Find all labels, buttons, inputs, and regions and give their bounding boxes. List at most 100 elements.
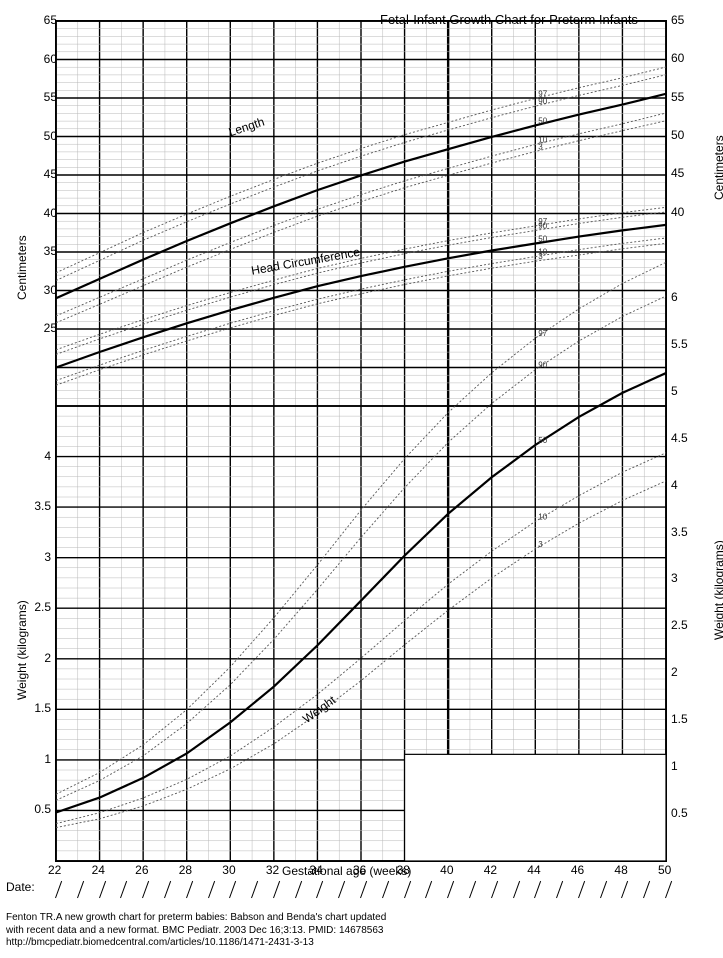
right-tick: 40	[671, 205, 684, 219]
svg-text:97: 97	[538, 217, 547, 226]
plot-area: 310509097Length310509097Head Circumferen…	[55, 20, 667, 862]
left-tick: 30	[27, 283, 57, 297]
x-tick: 40	[440, 863, 453, 877]
date-tick	[55, 881, 62, 898]
svg-text:10: 10	[538, 136, 547, 145]
growth-chart-page: Fetal-Infant Growth Chart for Preterm In…	[0, 0, 723, 958]
date-tick	[621, 881, 628, 898]
svg-text:90: 90	[538, 361, 547, 370]
right-tick: 5	[671, 384, 678, 398]
citation: Fenton TR.A new growth chart for preterm…	[6, 912, 386, 950]
svg-text:50: 50	[538, 436, 547, 445]
x-tick: 34	[309, 863, 322, 877]
date-tick	[316, 881, 323, 898]
left-tick: 1.5	[25, 701, 51, 715]
svg-text:97: 97	[538, 90, 547, 99]
citation-line2: with recent data and a new format. BMC P…	[6, 925, 386, 938]
right-tick: 45	[671, 166, 684, 180]
left-tick: 55	[27, 90, 57, 104]
right-tick: 2	[671, 665, 678, 679]
date-tick	[251, 881, 258, 898]
date-tick	[643, 881, 650, 898]
date-tick	[447, 881, 454, 898]
date-tick	[491, 881, 498, 898]
date-tick	[425, 881, 432, 898]
right-tick: 0.5	[671, 806, 688, 820]
right-tick: 3	[671, 571, 678, 585]
svg-text:10: 10	[538, 248, 547, 257]
right-tick: 5.5	[671, 337, 688, 351]
x-tick: 36	[353, 863, 366, 877]
x-tick: 22	[48, 863, 61, 877]
right-axis-label-kg: Weight (kilograms)	[712, 540, 723, 640]
left-tick: 1	[25, 752, 51, 766]
right-tick: 2.5	[671, 618, 688, 632]
date-tick	[164, 881, 171, 898]
date-tick	[404, 881, 411, 898]
left-tick: 3.5	[25, 499, 51, 513]
left-tick: 0.5	[25, 802, 51, 816]
svg-text:97: 97	[538, 329, 547, 338]
date-tick	[600, 881, 607, 898]
date-tick	[556, 881, 563, 898]
left-tick: 25	[27, 321, 57, 335]
date-tick	[513, 881, 520, 898]
left-tick: 35	[27, 244, 57, 258]
left-tick: 45	[27, 167, 57, 181]
x-tick: 46	[571, 863, 584, 877]
svg-text:50: 50	[538, 116, 547, 125]
right-tick: 65	[671, 13, 684, 27]
x-tick: 32	[266, 863, 279, 877]
right-tick: 1.5	[671, 712, 688, 726]
date-tick	[208, 881, 215, 898]
right-tick: 60	[671, 51, 684, 65]
left-tick: 50	[27, 129, 57, 143]
svg-text:10: 10	[538, 512, 547, 521]
date-tick	[665, 881, 672, 898]
right-tick: 3.5	[671, 525, 688, 539]
right-axis-label-cm: Centimeters	[712, 135, 723, 200]
svg-text:Length: Length	[227, 115, 266, 140]
x-tick: 24	[92, 863, 105, 877]
right-tick: 6	[671, 290, 678, 304]
right-tick: 50	[671, 128, 684, 142]
date-tick	[534, 881, 541, 898]
date-tick	[99, 881, 106, 898]
date-tick	[186, 881, 193, 898]
x-tick: 50	[658, 863, 671, 877]
x-tick: 42	[484, 863, 497, 877]
date-tick	[338, 881, 345, 898]
svg-text:3: 3	[538, 540, 543, 549]
date-tick	[295, 881, 302, 898]
citation-line1: Fenton TR.A new growth chart for preterm…	[6, 912, 386, 925]
date-tick	[120, 881, 127, 898]
date-tick	[578, 881, 585, 898]
left-tick: 60	[27, 52, 57, 66]
right-tick: 1	[671, 759, 678, 773]
date-tick	[142, 881, 149, 898]
date-tick	[229, 881, 236, 898]
date-label: Date:	[6, 880, 35, 894]
chart-svg: 310509097Length310509097Head Circumferen…	[56, 21, 666, 861]
x-tick: 38	[397, 863, 410, 877]
x-axis-label: Gestational age (weeks)	[282, 864, 411, 878]
x-tick: 44	[527, 863, 540, 877]
x-tick: 48	[614, 863, 627, 877]
left-tick: 40	[27, 206, 57, 220]
left-tick: 3	[25, 550, 51, 564]
left-tick: 65	[27, 13, 57, 27]
date-tick	[469, 881, 476, 898]
svg-text:Head Circumference: Head Circumference	[250, 245, 361, 278]
date-tick	[382, 881, 389, 898]
svg-text:50: 50	[538, 235, 547, 244]
right-tick: 55	[671, 90, 684, 104]
x-tick: 28	[179, 863, 192, 877]
right-tick: 4.5	[671, 431, 688, 445]
svg-text:90: 90	[538, 97, 547, 106]
right-tick: 4	[671, 478, 678, 492]
left-tick: 2	[25, 651, 51, 665]
date-tick	[360, 881, 367, 898]
left-tick: 2.5	[25, 600, 51, 614]
date-tick	[273, 881, 280, 898]
left-tick: 4	[25, 449, 51, 463]
